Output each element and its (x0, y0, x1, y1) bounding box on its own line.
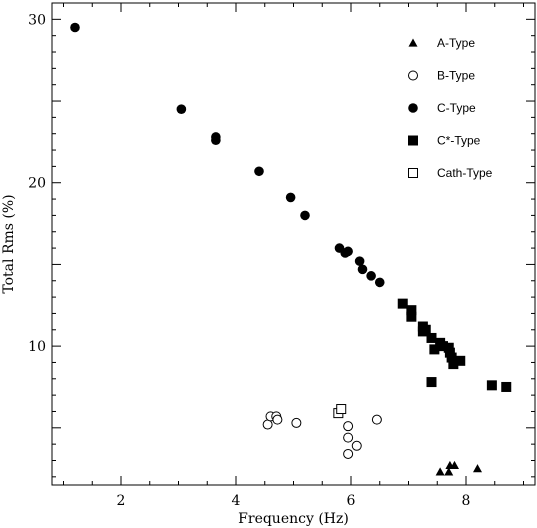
data-point (429, 344, 440, 355)
data-point (336, 404, 347, 415)
data-point (426, 332, 437, 343)
legend-label: Cath-Type (437, 166, 493, 180)
data-point (420, 324, 431, 335)
data-point (450, 460, 459, 469)
data-point (291, 417, 302, 428)
data-point (343, 448, 354, 459)
data-point (354, 256, 365, 266)
data-points (70, 22, 512, 476)
legend-marker (408, 38, 418, 47)
data-point (486, 380, 497, 391)
y-axis-label: Total Rms (%) (1, 194, 17, 293)
data-point (448, 359, 459, 370)
data-point (444, 467, 454, 476)
data-point (343, 432, 354, 443)
data-point (374, 277, 385, 288)
x-tick-label: 8 (462, 493, 471, 509)
data-point (357, 264, 368, 275)
legend-label: A-Type (437, 36, 475, 50)
series-4 (333, 404, 347, 419)
data-point (343, 246, 353, 257)
data-point (501, 381, 512, 392)
x-tick-label: 6 (347, 493, 356, 509)
data-point (366, 271, 376, 281)
data-point (343, 421, 354, 432)
data-point (254, 166, 264, 177)
data-point (438, 341, 448, 352)
legend-marker (408, 168, 418, 178)
legend-label: C*-Type (437, 134, 481, 148)
legend-entry: C-Type (408, 101, 476, 115)
legend-entry: A-Type (408, 36, 475, 50)
series-3 (397, 298, 512, 392)
axis-ticks (52, 2, 535, 485)
y-tick-label: 10 (28, 339, 46, 355)
legend-label: B-Type (437, 69, 475, 83)
data-point (455, 355, 466, 366)
data-point (435, 467, 445, 476)
data-point (406, 305, 417, 316)
legend-label: C-Type (437, 101, 476, 115)
x-tick-label: 2 (117, 493, 126, 509)
data-point (285, 192, 296, 203)
data-point (351, 440, 362, 451)
y-tick-label: 20 (28, 176, 46, 192)
legend-entry: C*-Type (408, 134, 481, 148)
legend-entry: Cath-Type (408, 166, 493, 180)
x-tick-label: 4 (232, 493, 241, 509)
data-point (262, 419, 273, 430)
data-point (406, 311, 417, 322)
data-point (426, 377, 437, 388)
data-point (371, 414, 382, 425)
data-point (176, 104, 187, 115)
data-point (70, 22, 80, 33)
legend-marker (408, 103, 418, 113)
data-point (300, 210, 310, 221)
legend-marker (408, 70, 418, 81)
series-2 (70, 22, 385, 288)
data-point (397, 298, 408, 309)
data-point (272, 414, 283, 425)
axis-tick-labels: 2 4 6 8 10 20 30 (28, 12, 470, 509)
x-axis-label: Frequency (Hz) (238, 511, 349, 527)
series-0 (435, 460, 482, 476)
legend-marker (408, 135, 418, 146)
data-point (473, 464, 482, 473)
data-point (211, 135, 221, 146)
series-1 (262, 411, 382, 459)
legend-entry: B-Type (408, 69, 475, 83)
legend: A-Type B-Type C-Type C*-Type Cath-Type (408, 36, 493, 180)
y-tick-label: 30 (28, 12, 46, 28)
data-point (446, 352, 457, 363)
